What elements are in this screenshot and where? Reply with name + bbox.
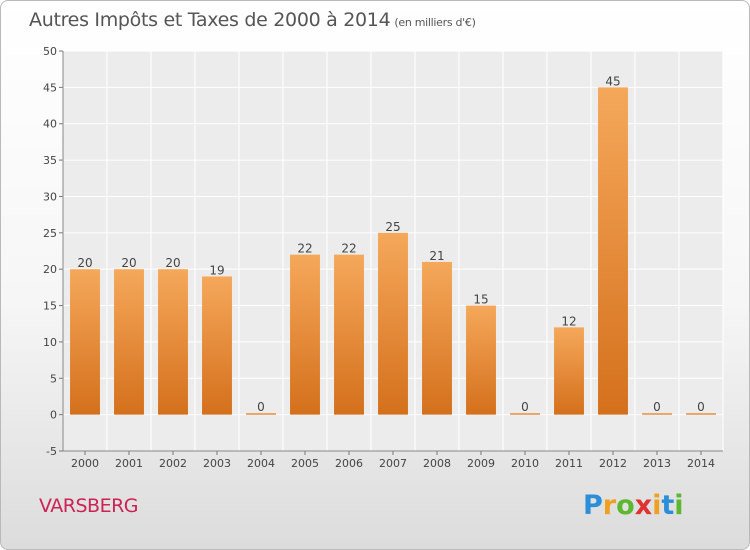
- logo-letter: P: [583, 490, 603, 521]
- data-label-2010: 0: [521, 400, 529, 414]
- chart-unit: (en milliers d'€): [394, 16, 476, 29]
- bar-2001: [114, 269, 144, 415]
- y-tick-label: 25: [43, 227, 57, 240]
- x-tick-label-2007: 2007: [379, 457, 407, 470]
- y-tick-label: 5: [50, 372, 57, 385]
- commune-name: VARSBERG: [39, 495, 139, 517]
- data-label-2006: 22: [341, 242, 356, 256]
- x-tick-label-2014: 2014: [687, 457, 715, 470]
- bar-2014: [686, 413, 716, 415]
- x-tick-label-2006: 2006: [335, 457, 363, 470]
- bar-2013: [642, 413, 672, 415]
- bar-2000: [70, 269, 100, 415]
- x-tick-label-2008: 2008: [423, 457, 451, 470]
- y-tick-label: 40: [43, 118, 57, 131]
- chart-title-text: Autres Impôts et Taxes de 2000 à 2014: [29, 9, 391, 31]
- data-label-2014: 0: [697, 400, 705, 414]
- y-tick-label: 0: [50, 409, 57, 422]
- data-label-2012: 45: [605, 74, 620, 88]
- logo-letter: o: [616, 490, 635, 521]
- logo-letter: r: [602, 490, 617, 521]
- y-tick-label: 15: [43, 300, 57, 313]
- data-label-2009: 15: [473, 293, 488, 307]
- bar-2011: [554, 327, 584, 415]
- x-tick-label-2009: 2009: [467, 457, 495, 470]
- data-label-2013: 0: [653, 400, 661, 414]
- data-label-2005: 22: [297, 242, 312, 256]
- logo-letter: i: [652, 490, 662, 521]
- y-tick-label: 50: [43, 45, 57, 58]
- x-tick-label-2003: 2003: [203, 457, 231, 470]
- logo-letter: x: [634, 490, 653, 521]
- bar-2012: [598, 87, 628, 415]
- data-label-2011: 12: [561, 314, 576, 328]
- logo-letter: t: [661, 490, 675, 521]
- bar-2002: [158, 269, 188, 415]
- y-tick-label: 35: [43, 154, 57, 167]
- data-label-2001: 20: [121, 256, 136, 270]
- bar-2009: [466, 305, 496, 415]
- bar-2007: [378, 232, 408, 415]
- x-tick-label-2010: 2010: [511, 457, 539, 470]
- data-label-2002: 20: [165, 256, 180, 270]
- bar-2005: [290, 254, 320, 415]
- x-tick-label-2011: 2011: [555, 457, 583, 470]
- x-tick-label-2012: 2012: [599, 457, 627, 470]
- data-label-2003: 19: [209, 263, 224, 277]
- chart-title: Autres Impôts et Taxes de 2000 à 2014 (en…: [29, 9, 476, 31]
- y-tick-label: 30: [43, 190, 57, 203]
- data-label-2000: 20: [77, 256, 92, 270]
- bar-2006: [334, 254, 364, 415]
- x-tick-label-2000: 2000: [71, 457, 99, 470]
- x-tick-label-2004: 2004: [247, 457, 275, 470]
- bar-2004: [246, 413, 276, 415]
- x-tick-label-2005: 2005: [291, 457, 319, 470]
- x-tick-label-2002: 2002: [159, 457, 187, 470]
- proxiti-logo: Proxiti: [583, 490, 684, 521]
- data-label-2004: 0: [257, 400, 265, 414]
- y-tick-label: 10: [43, 336, 57, 349]
- y-tick-label: -5: [46, 445, 57, 458]
- y-tick-label: 20: [43, 263, 57, 276]
- data-label-2008: 21: [429, 249, 444, 263]
- x-tick-label-2001: 2001: [115, 457, 143, 470]
- data-label-2007: 25: [385, 220, 400, 234]
- y-tick-label: 45: [43, 81, 57, 94]
- logo-letter: i: [674, 490, 684, 521]
- x-tick-label-2013: 2013: [643, 457, 671, 470]
- bar-2008: [422, 261, 452, 415]
- bar-2003: [202, 276, 232, 415]
- bar-2010: [510, 413, 540, 415]
